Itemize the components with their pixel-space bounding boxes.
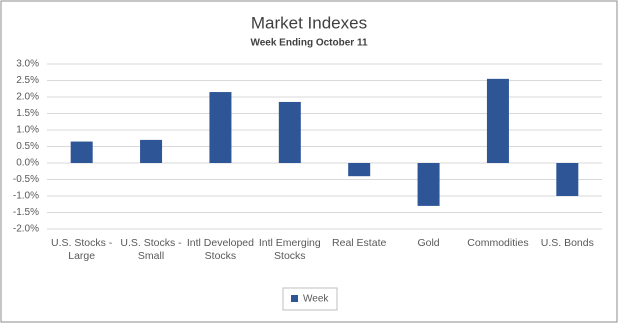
bar <box>556 163 579 196</box>
x-tick-label: U.S. Stocks - Small <box>120 237 182 262</box>
bar <box>486 78 509 163</box>
chart-title: Market Indexes <box>251 13 367 32</box>
legend-swatch <box>291 295 298 302</box>
legend-label: Week <box>303 294 329 305</box>
y-tick-label: -1.0% <box>13 191 39 202</box>
bar <box>348 163 371 177</box>
x-tick-label: Intl Emerging Stocks <box>258 237 321 262</box>
y-tick-label: 2.0% <box>16 92 39 103</box>
y-tick-label: 1.5% <box>16 108 39 119</box>
x-tick-label: Real Estate <box>332 237 387 249</box>
bar <box>278 101 301 163</box>
x-tick-label: Intl Developed Stocks <box>186 237 254 262</box>
y-tick-label: -0.5% <box>13 174 39 185</box>
x-tick-label: Gold <box>417 237 440 249</box>
x-tick-label: Commodities <box>467 237 529 249</box>
chart-subtitle: Week Ending October 11 <box>250 38 368 49</box>
y-tick-label: -1.5% <box>13 207 39 218</box>
bar <box>209 92 232 163</box>
y-tick-label: 0.5% <box>16 141 39 152</box>
y-tick-label: -2.0% <box>13 224 39 235</box>
bar <box>417 163 440 206</box>
y-tick-label: 3.0% <box>16 59 39 70</box>
bar <box>140 139 163 163</box>
x-tick-label: U.S. Stocks - Large <box>51 237 113 262</box>
x-tick-label: U.S. Bonds <box>540 237 594 249</box>
bar <box>70 141 93 163</box>
y-tick-label: 2.5% <box>16 75 39 86</box>
legend-box <box>282 287 338 311</box>
y-tick-label: 1.0% <box>16 125 39 136</box>
y-tick-label: 0.0% <box>16 158 39 169</box>
